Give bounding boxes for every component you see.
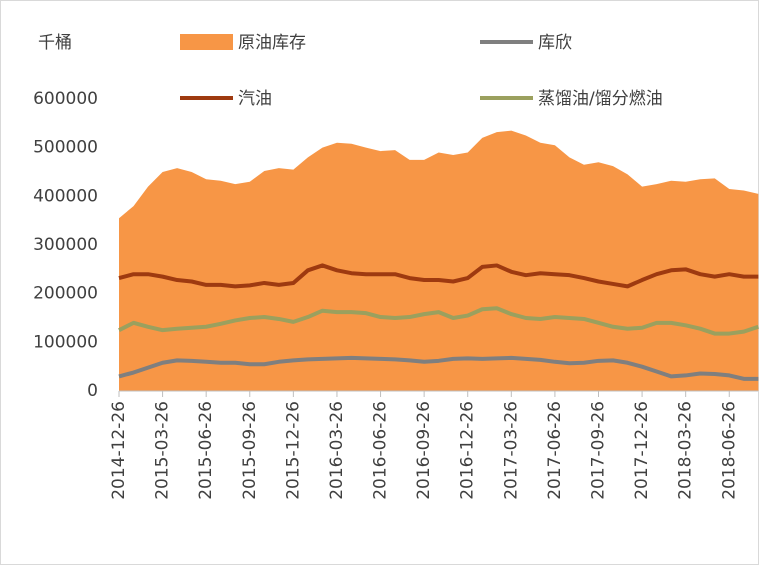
line xyxy=(118,306,759,336)
legend-label: 原油库存 xyxy=(238,33,306,53)
x-tick-label: 2016-12-26 xyxy=(458,401,478,500)
x-tick-label: 2018-06-26 xyxy=(719,401,739,500)
x-tick-label: 2015-03-26 xyxy=(153,401,173,500)
x-tick-label: 2017-12-26 xyxy=(632,401,652,500)
y-tick-label: 0 xyxy=(87,381,98,401)
y-tick-label: 300000 xyxy=(33,235,98,255)
x-tick-label: 2017-09-26 xyxy=(588,401,608,500)
x-tick-label: 2014-12-26 xyxy=(109,401,129,500)
x-tick-label: 2018-03-26 xyxy=(676,401,696,500)
legend-label: 蒸馏油/馏分燃油 xyxy=(538,89,663,109)
x-tick-label: 2015-12-26 xyxy=(283,401,303,500)
line xyxy=(118,263,759,289)
y-tick-label: 100000 xyxy=(33,332,98,352)
x-tick-label: 2015-09-26 xyxy=(240,401,260,500)
x-tick-label: 2016-09-26 xyxy=(414,401,434,500)
y-tick-label: 600000 xyxy=(33,89,98,109)
y-tick-label: 400000 xyxy=(33,186,98,206)
line xyxy=(118,355,759,381)
x-tick-label: 2017-03-26 xyxy=(501,401,521,500)
x-tick-label: 2016-03-26 xyxy=(327,401,347,500)
y-axis-label: 千桶 xyxy=(38,33,72,53)
x-tick-label: 2016-06-26 xyxy=(371,401,391,500)
legend-label: 库欣 xyxy=(538,33,572,53)
legend-label: 汽油 xyxy=(238,89,272,109)
y-tick-label: 200000 xyxy=(33,284,98,304)
area xyxy=(119,130,759,391)
y-tick-label: 500000 xyxy=(33,138,98,158)
x-tick-label: 2017-06-26 xyxy=(545,401,565,500)
legend-swatch xyxy=(180,34,233,50)
x-tick-label: 2015-06-26 xyxy=(196,401,216,500)
